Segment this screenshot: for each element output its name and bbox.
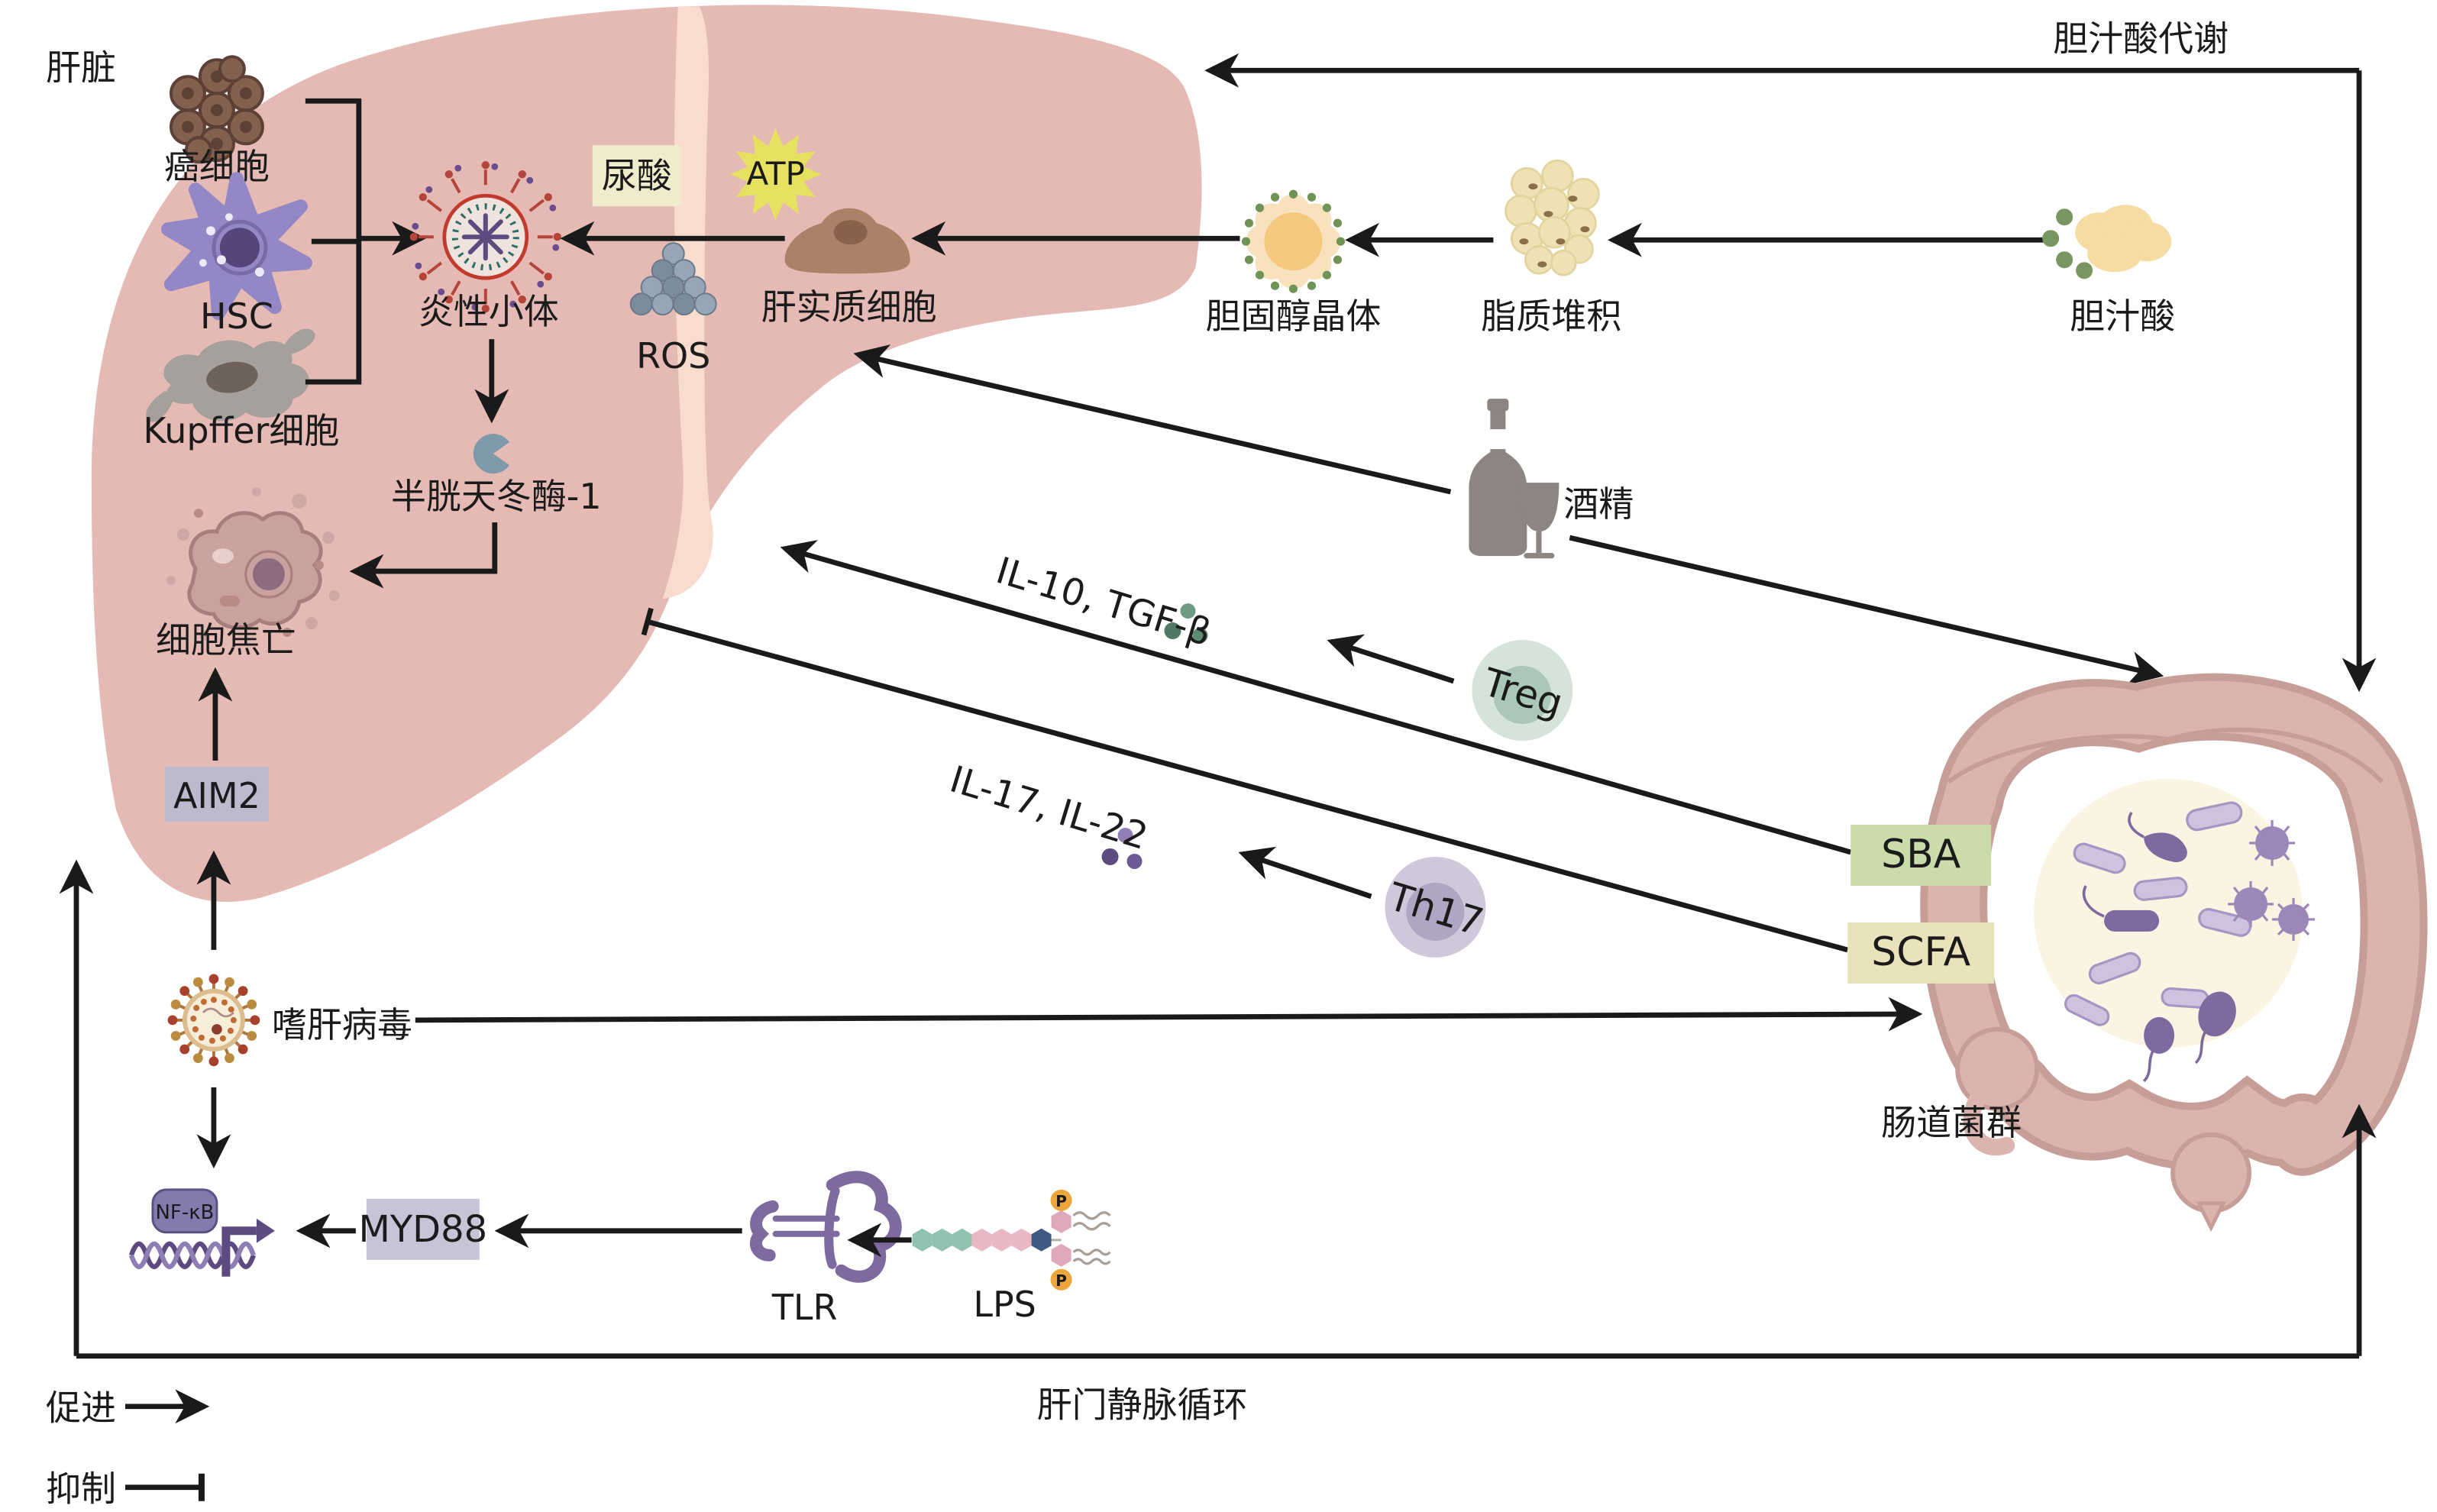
ros-icon [629,242,717,316]
aim2-label: AIM2 [173,775,260,816]
transcription-arrow-icon [221,1218,275,1277]
th17-icon: Th17 [1383,856,1488,958]
kupffer-cell-label: Kupffer细胞 [143,410,339,451]
caspase1-to-pyroptosis-arrow [349,522,498,589]
atp-label: ATP [746,155,804,192]
aim2-box [164,766,269,822]
alcohol-icon [1469,399,1559,559]
cancer-cell-label: 癌细胞 [164,146,270,187]
bacterium-dark-icon [2104,832,2236,1054]
wine-glass-icon [1519,483,1559,559]
treg-cytokine-arrow [1327,634,1455,684]
alcohol-label: 酒精 [1563,483,1634,525]
lipid-specks [1519,183,1590,268]
kupffer-cell-icon [146,328,315,422]
bacteria-icons [2064,801,2316,1083]
nfkb-box [151,1188,218,1234]
bacterium-coccus-icon [2228,819,2316,941]
uric-acid-label: 尿酸 [602,155,672,196]
sba-label: SBA [1881,832,1961,877]
cancer-cells-icon [169,55,264,164]
treg-icon: Treg [1472,640,1573,741]
bile-acid-icon [2042,205,2172,279]
cholesterol-crystal-label: 胆固醇晶体 [1206,296,1382,337]
legend-inhibit-line [124,1473,205,1501]
pyroptosis-icon [166,487,340,641]
lps-phosphate: P P [1050,1189,1072,1291]
atp-star-icon: ATP [729,128,822,221]
legend: 促进 抑制 [46,1388,210,1510]
myd88-label: MYD88 [358,1208,487,1251]
sba-to-liver-arrow [780,540,1852,855]
lipid-accumulation-icon [1504,159,1600,276]
hepatocyte-icon [784,208,910,274]
inflammasome-label: 炎性小体 [419,291,559,332]
nfkb-label: NF-κB [155,1201,214,1224]
hsc-icon [160,172,312,321]
hepatocyte-label: 肝实质细胞 [761,286,937,328]
scfa-box [1847,922,1995,984]
alcohol-to-gut-arrow [1569,535,2164,686]
caspase1-icon [473,434,509,474]
th17-cytokine-arrow [1238,846,1372,900]
lps-lipid-tails [1072,1211,1111,1265]
appendix [1963,1087,2015,1156]
hepatotropic-virus-icon [167,974,260,1067]
bile-acid-label: 胆汁酸 [2070,296,2175,337]
hsc-label: HSC [200,296,273,337]
caspase1-label: 半胱天冬酶-1 [391,476,602,517]
treg-cytokine-dots [1164,603,1208,644]
lps-icon: P P [912,1189,1111,1291]
cholesterol-crystal-icon [1241,189,1346,293]
bacterium-flagella [2082,811,2206,1083]
ros-label: ROS [636,335,710,376]
uric-acid-box [592,145,681,207]
scfa-label: SCFA [1871,929,1970,975]
intestine-icon [1920,673,2428,1233]
liver-region-label: 肝脏 [46,47,116,88]
th17-cytokines-label: IL-17, IL-22 [945,758,1152,858]
svg-text:P: P [1055,1271,1067,1290]
portal-circulation-label: 肝门静脉循环 [1037,1384,1248,1426]
lipid-accumulation-label: 脂质堆积 [1481,296,1621,337]
tlr-icon [750,1171,902,1283]
hepatotropic-virus-label: 嗜肝病毒 [272,1004,412,1045]
legend-promote-label: 促进 [46,1388,116,1429]
th17-cytokine-dots [1101,827,1143,869]
inflammasome-icon [409,161,561,313]
alcohol-to-liver-arrow [853,344,1452,495]
virus-to-gut-arrow [415,997,1923,1032]
pyroptosis-label: 细胞焦亡 [156,619,296,661]
myd88-box [366,1198,480,1260]
legend-inhibit-label: 抑制 [46,1468,116,1510]
gut-microbiota-label: 肠道菌群 [1881,1102,2022,1143]
tlr-label: TLR [771,1287,838,1328]
lps-label: LPS [973,1284,1036,1325]
cell-group-bracket [305,98,362,385]
scfa-to-liver-inhibit-line [641,607,1849,953]
dna-strand2-icon [128,1241,256,1269]
bile-acid-metabolism-label: 胆汁酸代谢 [2053,18,2229,59]
svg-text:P: P [1055,1192,1067,1210]
inhibit-bar [641,607,654,636]
wine-bottle-icon [1469,399,1527,557]
sba-box [1850,824,1992,886]
rectum [2170,1132,2252,1233]
intestine-transverse-shade [1947,727,2384,784]
bacterium-rod-icon [2064,801,2252,1026]
nfkb-dna-illustration: NF-κB [128,1188,275,1277]
